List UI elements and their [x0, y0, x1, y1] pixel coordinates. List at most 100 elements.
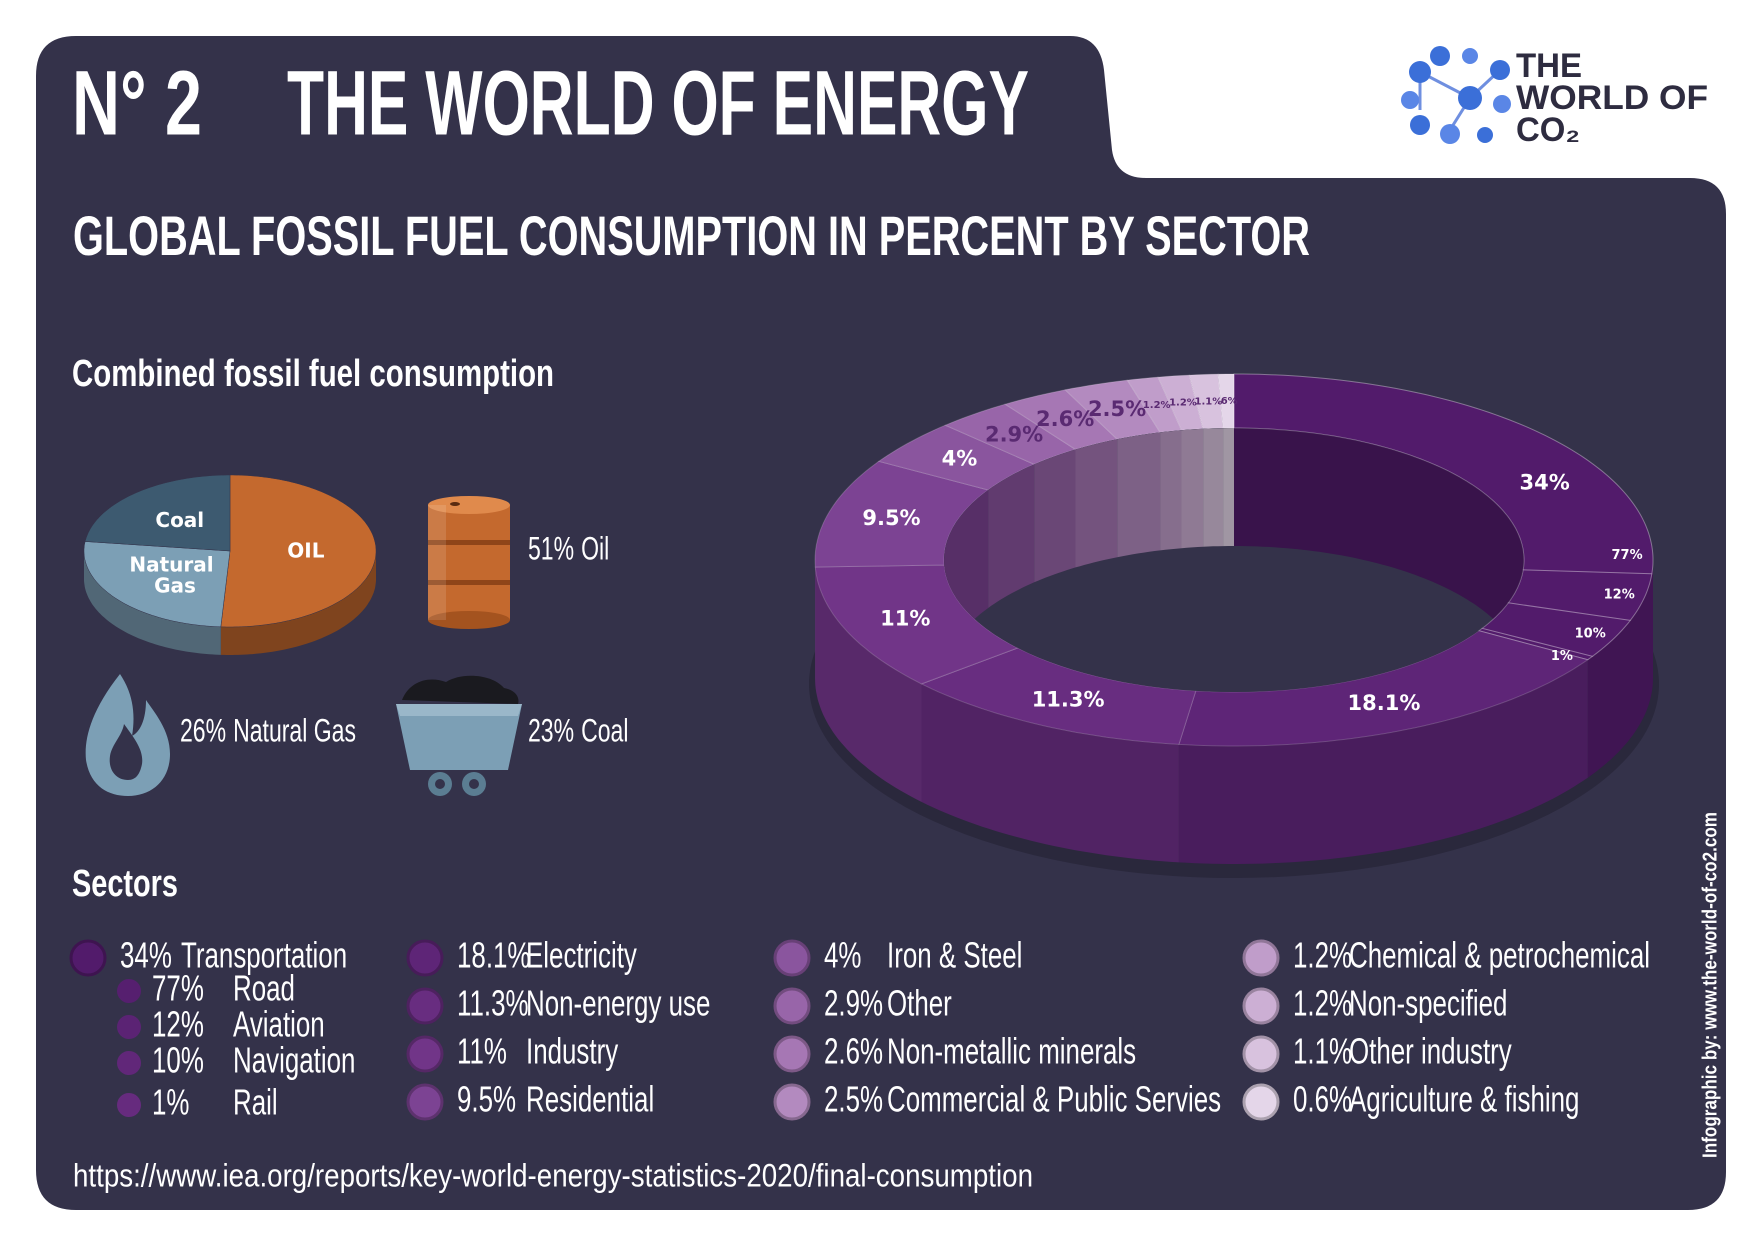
legend-swatch — [1242, 1083, 1280, 1121]
legend-sub-name: Road — [233, 968, 295, 1008]
legend-name: Non-metallic minerals — [887, 1031, 1136, 1071]
pie-legend-value: 51% — [528, 531, 574, 567]
legend-value: 11.3% — [457, 983, 529, 1023]
oil-barrel-icon — [428, 496, 510, 629]
pie-label: Natural Gas — [129, 552, 213, 597]
source-url: https://www.iea.org/reports/key-world-en… — [73, 1157, 1033, 1193]
pie-label: Coal — [155, 508, 204, 532]
ring-inner-side — [1181, 428, 1204, 549]
legend-swatch — [1242, 939, 1280, 977]
transport-subsegment — [1507, 569, 1653, 621]
legend-value: 1.2% — [1293, 983, 1352, 1023]
logo-text: THE — [1516, 47, 1582, 85]
ring-inner-side — [1223, 428, 1234, 547]
ring-label: 1.2% — [1143, 400, 1171, 411]
ring-side — [1587, 560, 1653, 778]
pie-legend-name: Coal — [581, 713, 628, 749]
legend-swatch — [773, 1083, 811, 1121]
pie-label: OIL — [287, 539, 324, 563]
logo-icon — [1401, 46, 1511, 144]
legend-title: Sectors — [72, 863, 178, 905]
legend-sub-value: 10% — [152, 1040, 204, 1080]
ring-label: 4% — [942, 446, 978, 470]
ring-label: 2.9% — [985, 422, 1043, 446]
legend-swatch — [773, 939, 811, 977]
legend-name: Transportation — [181, 935, 347, 975]
legend-sub-value: 77% — [152, 968, 204, 1008]
legend-name: Other — [887, 983, 952, 1023]
legend-swatch — [773, 987, 811, 1025]
legend-name: Electricity — [526, 935, 637, 975]
transport-sub-label: 12% — [1604, 588, 1635, 603]
legend-name: Other industry — [1349, 1031, 1512, 1071]
credit: Infographic by: www.the-world-of-co2.com — [1699, 812, 1721, 1158]
pie-legend-value: 23% — [528, 713, 574, 749]
legend-sub-value: 12% — [152, 1004, 204, 1044]
legend-sub-value: 1% — [152, 1082, 189, 1122]
transport-subsegment — [1233, 373, 1654, 575]
ring-inner-side — [1034, 449, 1076, 583]
ring-label: 11.3% — [1032, 688, 1105, 712]
legend-value: 9.5% — [457, 1079, 516, 1119]
legend-name: Non-specified — [1349, 983, 1507, 1023]
transport-subsegment — [1477, 627, 1594, 661]
issue-number: N° 2 — [72, 52, 202, 154]
transport-sub-label: 10% — [1575, 627, 1606, 642]
legend-value: 2.9% — [824, 983, 883, 1023]
legend-value: 18.1% — [457, 935, 530, 975]
ring-label: 2.6% — [1036, 407, 1094, 431]
pie-side — [84, 551, 221, 655]
transport-subsegment — [1480, 602, 1632, 657]
legend-sub-name: Navigation — [233, 1040, 355, 1080]
pie-legend-name: Natural Gas — [233, 713, 356, 749]
pie-side — [220, 551, 376, 655]
ring-inner-side — [988, 464, 1035, 608]
pie-slice — [83, 541, 231, 628]
legend-value: 34% — [120, 935, 172, 975]
legend-name: Chemical & petrochemical — [1349, 935, 1650, 975]
ring-inner-side — [1203, 428, 1224, 547]
pie-legend-name: Oil — [581, 531, 609, 567]
ring-label: 1.2% — [1169, 398, 1197, 409]
legend-name: Industry — [526, 1031, 618, 1071]
legend-name: Commercial & Public Servies — [887, 1079, 1221, 1119]
legend-name: Residential — [526, 1079, 654, 1119]
legend-sub-swatch — [117, 1093, 141, 1117]
legend-sub-swatch — [117, 1015, 141, 1039]
legend-value: 1.1% — [1293, 1031, 1352, 1071]
ring-inner-side — [1117, 432, 1161, 558]
legend-swatch — [1242, 987, 1280, 1025]
pie-slice — [220, 474, 377, 628]
legend-value: 11% — [457, 1031, 507, 1071]
logo-text: CO₂ — [1516, 111, 1580, 149]
transport-sub-label: 77% — [1612, 548, 1643, 563]
pie-legend-value: 26% — [180, 713, 226, 749]
ring-label: 11% — [880, 606, 930, 630]
legend-name: Iron & Steel — [887, 935, 1022, 975]
legend-swatch — [406, 987, 444, 1025]
legend-swatch — [773, 1035, 811, 1073]
ring-label: .6% — [1217, 396, 1238, 407]
ring-label: 18.1% — [1348, 691, 1421, 715]
legend-sub-swatch — [117, 979, 141, 1003]
legend-value: 2.6% — [824, 1031, 883, 1071]
pie-title: Combined fossil fuel consumption — [72, 353, 554, 395]
legend-swatch — [406, 1035, 444, 1073]
legend-value: 4% — [824, 935, 861, 975]
legend-value: 0.6% — [1293, 1079, 1352, 1119]
main-title: THE WORLD OF ENERGY — [287, 52, 1029, 154]
coal-cart-icon — [396, 675, 522, 796]
ring-inner-side — [1160, 430, 1182, 551]
transport-sub-label: 1% — [1551, 649, 1573, 664]
natural-gas-icon — [85, 674, 170, 796]
logo-text: WORLD OF — [1516, 79, 1708, 117]
ring-inner-side — [1234, 428, 1524, 678]
legend-swatch — [1242, 1035, 1280, 1073]
legend-swatch — [406, 939, 444, 977]
ring-label: 9.5% — [862, 506, 920, 530]
ring-inner-side — [1075, 439, 1118, 568]
legend-name: Agriculture & fishing — [1349, 1079, 1579, 1119]
ring-side — [815, 567, 922, 802]
